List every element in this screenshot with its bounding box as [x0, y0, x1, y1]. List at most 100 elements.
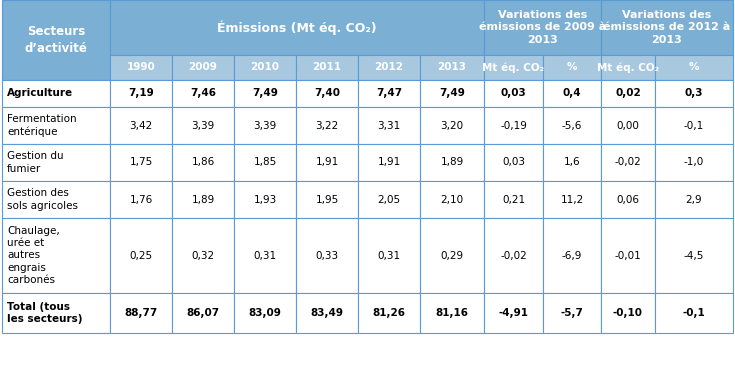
Text: 81,16: 81,16: [436, 308, 468, 318]
Text: -0,1: -0,1: [683, 308, 706, 318]
Text: 0,3: 0,3: [685, 88, 703, 99]
Bar: [601, 293, 655, 333]
Text: 7,49: 7,49: [439, 88, 465, 99]
Text: -0,10: -0,10: [613, 308, 643, 318]
Bar: [543, 80, 601, 107]
Text: -0,02: -0,02: [614, 157, 642, 167]
Bar: [234, 107, 296, 144]
Text: 0,25: 0,25: [129, 250, 153, 260]
Text: 2013: 2013: [437, 63, 467, 73]
Bar: [296, 293, 358, 333]
Text: 0,29: 0,29: [440, 250, 464, 260]
Text: 1,95: 1,95: [315, 195, 339, 205]
Text: -0,19: -0,19: [500, 121, 527, 131]
Text: 1,86: 1,86: [191, 157, 215, 167]
Bar: [543, 144, 601, 181]
Bar: [358, 55, 420, 80]
Bar: [484, 55, 543, 80]
Bar: [110, 55, 172, 80]
Bar: [110, 218, 172, 293]
Bar: [655, 293, 733, 333]
Bar: [2, 0, 110, 80]
Bar: [601, 55, 655, 80]
Bar: [172, 55, 234, 80]
Text: 1,85: 1,85: [254, 157, 276, 167]
Text: 0,06: 0,06: [617, 195, 639, 205]
Text: 2009: 2009: [189, 63, 218, 73]
Text: 0,33: 0,33: [315, 250, 339, 260]
Bar: [601, 218, 655, 293]
Text: Agriculture: Agriculture: [7, 88, 73, 99]
Bar: [484, 293, 543, 333]
Text: Chaulage,
urée et
autres
engrais
carbonés: Chaulage, urée et autres engrais carboné…: [7, 226, 60, 285]
Text: 7,49: 7,49: [252, 88, 278, 99]
Bar: [110, 293, 172, 333]
Bar: [601, 144, 655, 181]
Bar: [172, 80, 234, 107]
Text: -1,0: -1,0: [684, 157, 704, 167]
Bar: [543, 293, 601, 333]
Text: %: %: [567, 63, 577, 73]
Bar: [358, 144, 420, 181]
Bar: [172, 218, 234, 293]
Text: 0,31: 0,31: [378, 250, 401, 260]
Bar: [420, 107, 484, 144]
Bar: [234, 55, 296, 80]
Text: 1,89: 1,89: [191, 195, 215, 205]
Bar: [358, 293, 420, 333]
Bar: [296, 181, 358, 218]
Text: 0,32: 0,32: [191, 250, 215, 260]
Text: -0,1: -0,1: [684, 121, 704, 131]
Bar: [358, 80, 420, 107]
Text: 83,09: 83,09: [248, 308, 282, 318]
Bar: [2, 293, 110, 333]
Text: Variations des
émissions de 2009 à
2013: Variations des émissions de 2009 à 2013: [479, 10, 606, 45]
Bar: [543, 181, 601, 218]
Text: 7,19: 7,19: [128, 88, 154, 99]
Bar: [296, 80, 358, 107]
Text: 0,31: 0,31: [254, 250, 276, 260]
Bar: [655, 80, 733, 107]
Text: 3,20: 3,20: [440, 121, 464, 131]
Bar: [358, 218, 420, 293]
Bar: [172, 144, 234, 181]
Text: 3,31: 3,31: [377, 121, 401, 131]
Text: Total (tous
les secteurs): Total (tous les secteurs): [7, 302, 82, 324]
Text: -4,91: -4,91: [498, 308, 528, 318]
Text: 1,75: 1,75: [129, 157, 153, 167]
Text: 7,40: 7,40: [314, 88, 340, 99]
Bar: [110, 107, 172, 144]
Text: 1,91: 1,91: [315, 157, 339, 167]
Bar: [110, 80, 172, 107]
Bar: [655, 181, 733, 218]
Bar: [420, 218, 484, 293]
Bar: [358, 107, 420, 144]
Bar: [110, 0, 484, 55]
Bar: [172, 293, 234, 333]
Text: Secteurs
d’activité: Secteurs d’activité: [24, 25, 87, 55]
Text: 0,21: 0,21: [502, 195, 525, 205]
Bar: [655, 55, 733, 80]
Text: -6,9: -6,9: [562, 250, 582, 260]
Text: -0,01: -0,01: [614, 250, 642, 260]
Text: 2010: 2010: [251, 63, 279, 73]
Text: 2,10: 2,10: [440, 195, 464, 205]
Text: 0,03: 0,03: [502, 157, 525, 167]
Text: 1990: 1990: [126, 63, 155, 73]
Text: 2,05: 2,05: [378, 195, 401, 205]
Bar: [234, 80, 296, 107]
Bar: [172, 107, 234, 144]
Text: 83,49: 83,49: [310, 308, 343, 318]
Text: 0,4: 0,4: [563, 88, 581, 99]
Text: 3,22: 3,22: [315, 121, 339, 131]
Text: -0,02: -0,02: [500, 250, 527, 260]
Text: 3,39: 3,39: [191, 121, 215, 131]
Bar: [172, 181, 234, 218]
Text: 0,02: 0,02: [615, 88, 641, 99]
Bar: [601, 181, 655, 218]
Text: 11,2: 11,2: [560, 195, 584, 205]
Text: 7,46: 7,46: [190, 88, 216, 99]
Text: 86,07: 86,07: [187, 308, 220, 318]
Bar: [2, 80, 110, 107]
Text: Mt éq. CO₂: Mt éq. CO₂: [597, 62, 659, 73]
